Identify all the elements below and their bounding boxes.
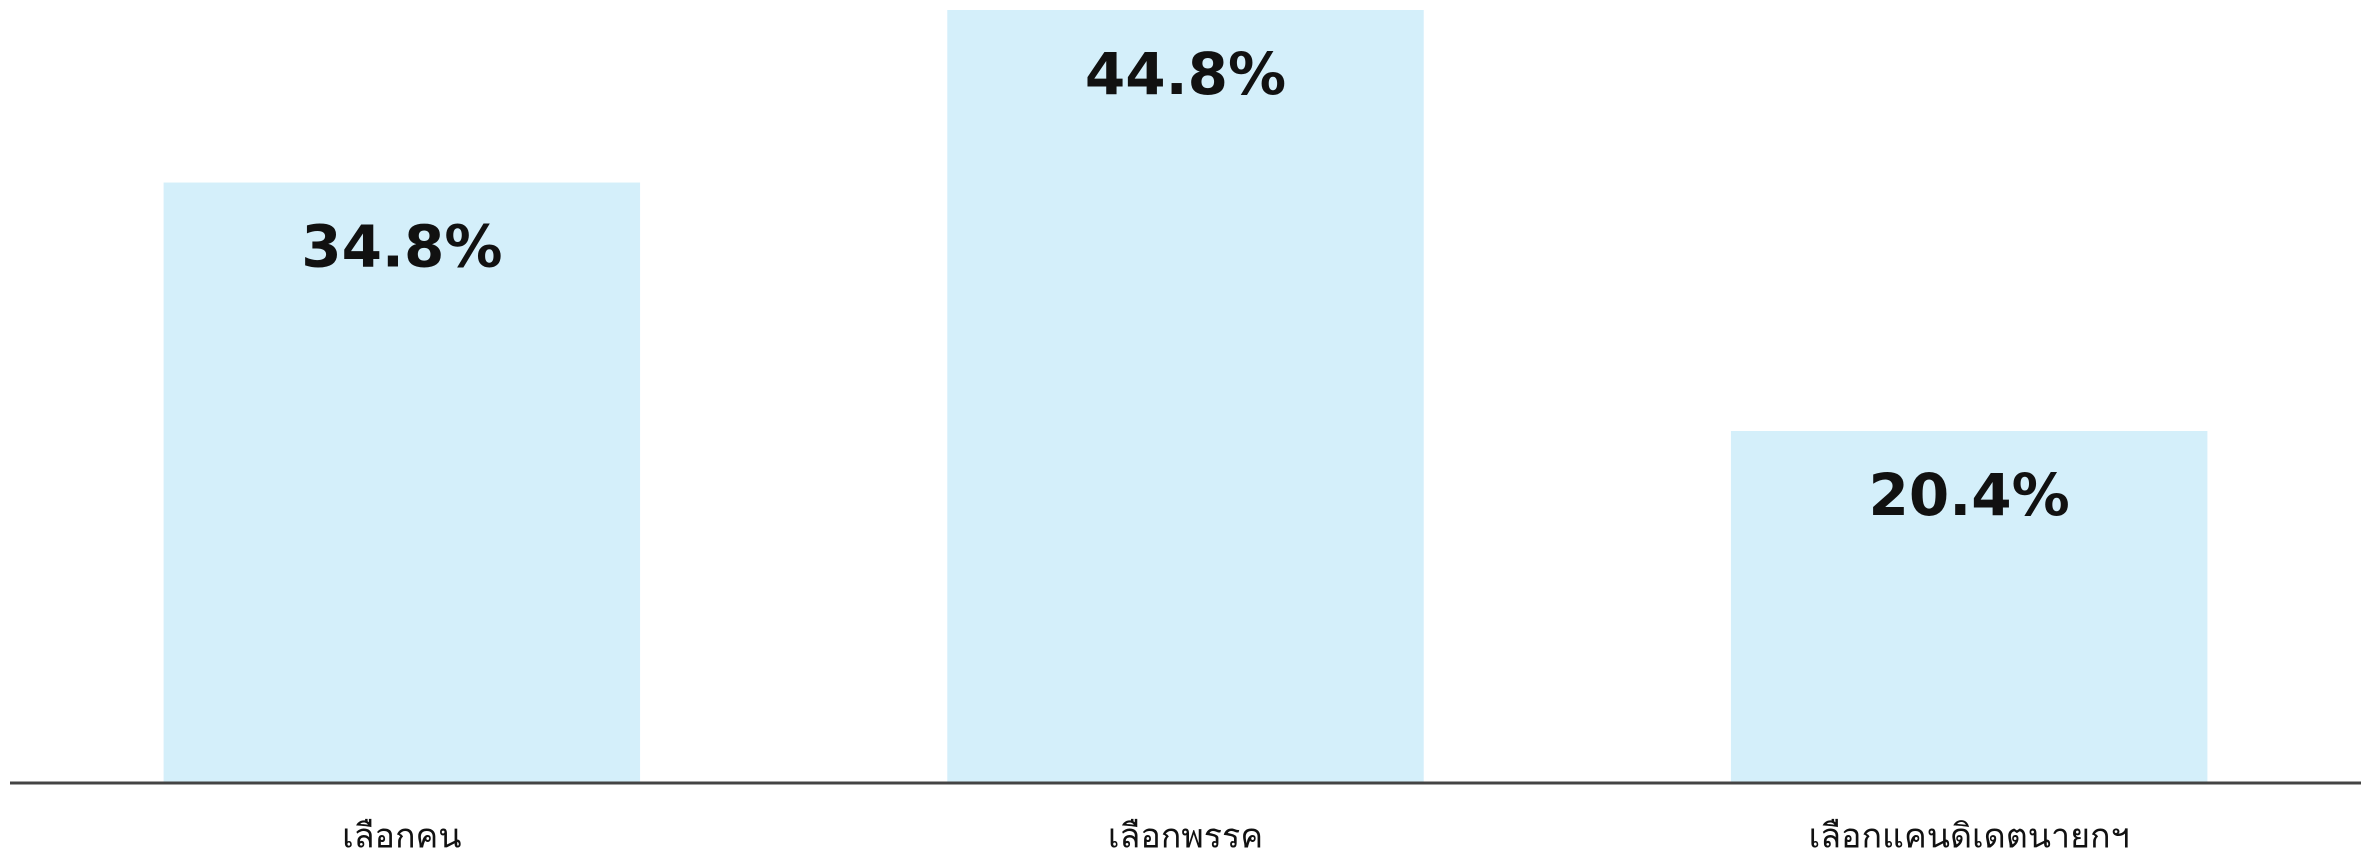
x-tick-label: เลือกแคนดิเดตนายกฯ (1809, 817, 2130, 857)
bar (947, 10, 1424, 783)
bar (163, 182, 641, 783)
value-label: 44.8% (1085, 40, 1286, 108)
x-tick-label: เลือกคน (342, 817, 461, 857)
bar (1730, 431, 2208, 783)
value-label: 20.4% (1869, 461, 2070, 529)
value-label: 34.8% (301, 213, 502, 281)
x-tick-label: เลือกพรรค (1108, 817, 1263, 857)
